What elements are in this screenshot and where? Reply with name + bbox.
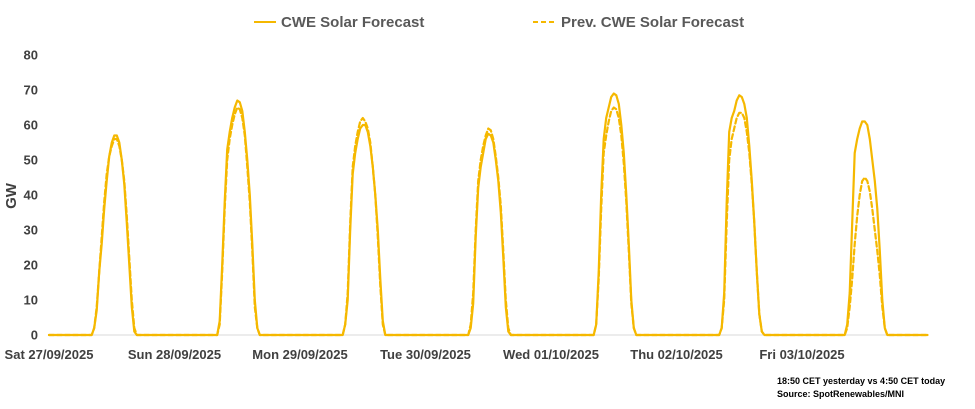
y-tick-label: 60 <box>24 118 38 133</box>
y-tick-label: 30 <box>24 223 38 238</box>
footnote-timestamp: 18:50 CET yesterday vs 4:50 CET today <box>777 376 945 386</box>
x-tick-label: Thu 02/10/2025 <box>630 347 723 362</box>
x-tick-label: Fri 03/10/2025 <box>759 347 844 362</box>
x-tick-label: Wed 01/10/2025 <box>503 347 599 362</box>
x-tick-label: Sun 28/09/2025 <box>128 347 221 362</box>
x-tick-label: Tue 30/09/2025 <box>380 347 471 362</box>
y-tick-label: 10 <box>24 293 38 308</box>
chart-footnote: 18:50 CET yesterday vs 4:50 CET today So… <box>777 376 945 399</box>
x-tick-label: Mon 29/09/2025 <box>252 347 347 362</box>
x-tick-label: Sat 27/09/2025 <box>5 347 94 362</box>
chart-legend: CWE Solar Forecast Prev. CWE Solar Forec… <box>254 14 744 31</box>
legend-label-solid: CWE Solar Forecast <box>281 14 424 31</box>
footnote-source: Source: SpotRenewables/MNI <box>777 389 904 399</box>
y-tick-label: 80 <box>24 48 38 63</box>
y-tick-label: 40 <box>24 188 38 203</box>
series-layer <box>47 92 929 337</box>
y-tick-label: 70 <box>24 83 38 98</box>
y-tick-label: 50 <box>24 153 38 168</box>
y-tick-label: 20 <box>24 258 38 273</box>
y-axis-ticks: 0 10 20 30 40 50 60 70 80 <box>24 48 38 343</box>
legend-label-dashed: Prev. CWE Solar Forecast <box>561 14 744 31</box>
y-axis-label: GW <box>3 182 20 209</box>
x-axis-ticks: Sat 27/09/2025 Sun 28/09/2025 Mon 29/09/20… <box>5 347 845 362</box>
series-line-prev-forecast <box>47 106 929 337</box>
y-tick-label: 0 <box>31 328 38 343</box>
